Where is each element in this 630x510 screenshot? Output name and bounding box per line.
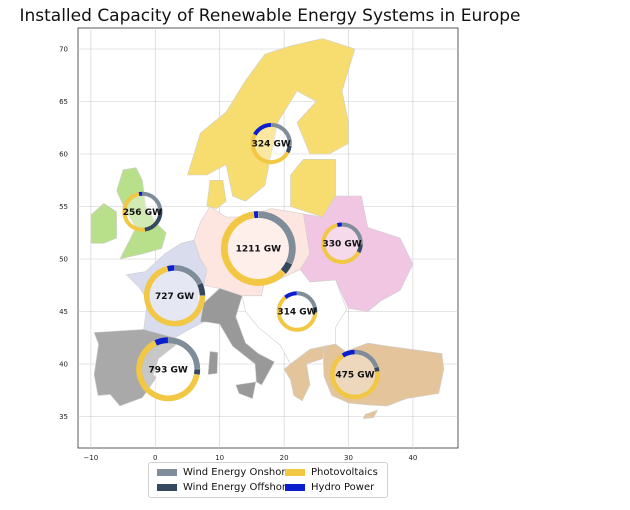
donut-4: 727 GW xyxy=(144,265,206,327)
donut-total-label: 475 GW xyxy=(335,371,374,381)
legend-swatch-onshore xyxy=(157,469,177,476)
donut-segment-pv xyxy=(220,211,286,286)
donut-hole xyxy=(227,217,289,280)
donut-0: 324 GW xyxy=(250,122,292,165)
donut-segment-onshore xyxy=(354,349,379,369)
region-greece xyxy=(283,345,326,402)
donut-hole xyxy=(149,270,200,321)
donut-segment-offshore xyxy=(144,208,163,232)
y-tick-label: 70 xyxy=(59,46,68,54)
donut-segment-pv xyxy=(122,192,145,232)
legend-item-offshore: Wind Energy Offshore xyxy=(157,482,292,493)
y-tick-label: 45 xyxy=(59,308,68,316)
donut-segment-onshore xyxy=(174,265,203,285)
legend-swatch-hydro xyxy=(285,484,305,491)
legend-label-pv: Photovoltaics xyxy=(311,467,378,478)
legend-label-offshore: Wind Energy Offshore xyxy=(183,482,292,493)
donut-segment-pv xyxy=(276,295,318,332)
donut-segment-pv xyxy=(136,340,200,402)
donut-total-label: 256 GW xyxy=(123,208,162,218)
donut-hole xyxy=(334,354,376,395)
x-tick-label: 10 xyxy=(215,454,224,462)
capacity-donuts: 324 GW 256 GW 1211 GW 330 GW 727 GW 314 GW 793… xyxy=(122,122,380,402)
donut-segment-pv xyxy=(144,266,206,327)
donut-total-label: 1211 GW xyxy=(236,245,282,255)
y-tick-label: 55 xyxy=(59,203,68,211)
donut-segment-offshore xyxy=(280,261,293,274)
donut-segment-pv xyxy=(250,133,290,165)
donut-total-label: 727 GW xyxy=(155,292,194,302)
donut-segment-hydro xyxy=(166,265,175,272)
donut-total-label: 793 GW xyxy=(149,365,188,375)
legend-label-hydro: Hydro Power xyxy=(311,482,375,493)
region-turkey xyxy=(323,342,445,407)
legend-swatch-offshore xyxy=(157,484,177,491)
x-tick-label: 20 xyxy=(280,454,289,462)
donut-total-label: 330 GW xyxy=(322,239,361,249)
donut-segment-pv xyxy=(330,353,380,400)
region-ireland xyxy=(90,203,117,244)
y-tick-label: 65 xyxy=(59,98,68,106)
x-tick-label: 30 xyxy=(344,454,353,462)
legend-label-onshore: Wind Energy Onshore xyxy=(183,467,292,478)
y-tick-label: 60 xyxy=(59,151,68,159)
donut-segment-pv xyxy=(321,223,361,264)
donut-total-label: 314 GW xyxy=(277,308,316,318)
legend: Wind Energy Onshore Wind Energy Offshore… xyxy=(148,462,388,498)
donut-segment-onshore xyxy=(258,211,296,265)
donut-segment-hydro xyxy=(253,122,272,136)
legend-swatch-pv xyxy=(285,469,305,476)
donut-total-label: 324 GW xyxy=(252,140,291,150)
donut-segment-offshore xyxy=(285,145,292,154)
donut-segment-hydro xyxy=(336,222,342,228)
region-sardinia xyxy=(207,351,219,375)
donut-hole xyxy=(280,295,314,328)
region-sicily xyxy=(235,381,257,400)
donut-segment-onshore xyxy=(168,337,201,370)
y-tick-label: 50 xyxy=(59,256,68,264)
y-tick-label: 35 xyxy=(59,413,68,421)
donut-segment-offshore xyxy=(374,366,380,372)
region-italy xyxy=(200,288,275,386)
donut-1: 256 GW xyxy=(122,191,163,232)
chart-title: Installed Capacity of Renewable Energy S… xyxy=(19,6,521,26)
donut-3: 330 GW xyxy=(321,222,363,264)
legend-item-onshore: Wind Energy Onshore xyxy=(157,467,291,478)
donut-segment-offshore xyxy=(312,306,318,313)
x-tick-label: −10 xyxy=(83,454,98,462)
donut-segment-offshore xyxy=(356,244,363,254)
y-tick-label: 40 xyxy=(59,361,68,369)
region-cyprus xyxy=(362,409,379,419)
donut-hole xyxy=(126,195,159,228)
axis-ticks: −10 0 10 20 30 40 35 40 45 50 55 60 65 70 xyxy=(59,46,417,463)
donut-segment-onshore xyxy=(271,122,292,146)
donut-hole xyxy=(254,126,288,161)
donut-6: 793 GW xyxy=(136,337,201,402)
region-denmark xyxy=(206,180,227,209)
donut-hole xyxy=(141,343,195,396)
donut-segment-hydro xyxy=(154,337,169,346)
donut-hole xyxy=(325,226,359,261)
x-tick-label: 40 xyxy=(408,454,417,462)
legend-item-pv: Photovoltaics xyxy=(285,467,378,478)
donut-7: 475 GW xyxy=(330,349,380,400)
donut-segment-onshore xyxy=(142,191,163,209)
donut-segment-hydro xyxy=(284,291,297,300)
donut-segment-offshore xyxy=(197,282,206,296)
region-scandinavia xyxy=(187,38,356,202)
donut-segment-hydro xyxy=(341,349,355,358)
donut-segment-onshore xyxy=(341,222,363,245)
legend-item-hydro: Hydro Power xyxy=(285,482,374,493)
x-tick-label: 0 xyxy=(153,454,157,462)
donut-segment-onshore xyxy=(296,291,317,308)
donut-2: 1211 GW xyxy=(220,211,296,286)
donut-5: 314 GW xyxy=(276,291,318,332)
